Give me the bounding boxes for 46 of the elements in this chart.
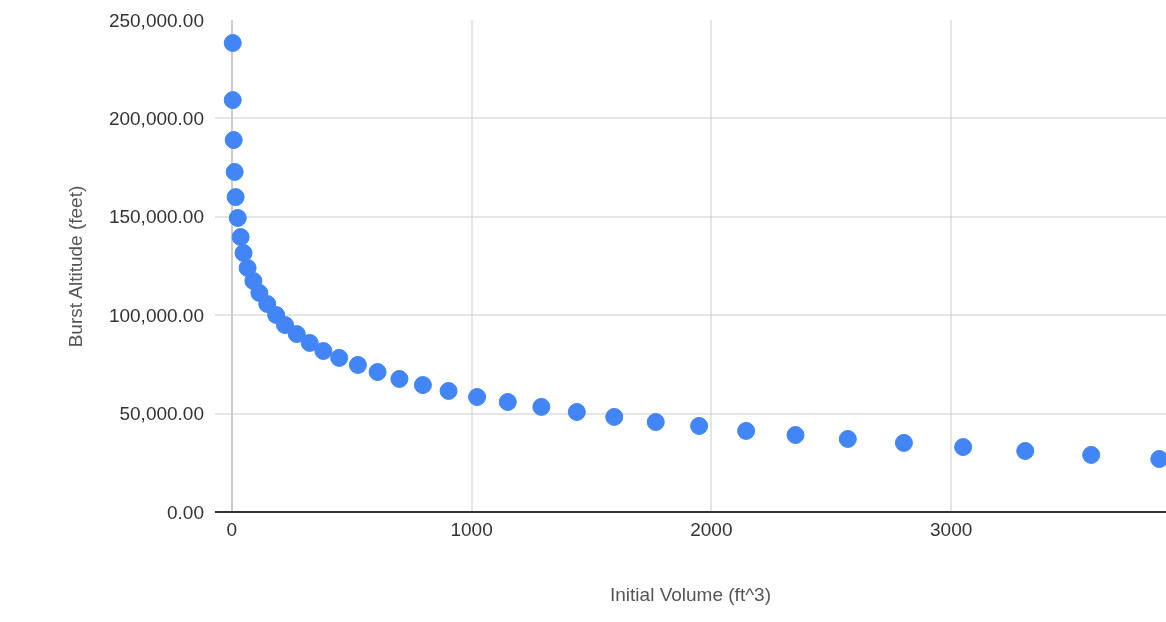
y-tick-label: 0.00: [167, 501, 204, 523]
point: [276, 316, 295, 335]
point: [223, 34, 242, 53]
point: [605, 407, 624, 426]
y-tick-label: 100,000.00: [108, 304, 204, 326]
point: [646, 413, 665, 432]
point: [1082, 445, 1101, 464]
point: [224, 131, 243, 150]
point: [413, 376, 432, 395]
x-tick-label: 2000: [690, 519, 733, 540]
point: [287, 325, 306, 344]
point: [786, 426, 805, 445]
point: [314, 342, 333, 360]
point: [737, 421, 756, 440]
point: [498, 393, 517, 411]
point: [228, 209, 247, 227]
point: [838, 430, 857, 448]
point: [234, 244, 253, 262]
point: [225, 162, 244, 181]
point: [231, 228, 250, 247]
point: [348, 356, 367, 374]
y-tick-label: 150,000.00: [108, 206, 204, 228]
y-tick-label: 50,000.00: [119, 403, 205, 425]
y-tick-label: 250,000.00: [108, 9, 204, 31]
x-axis-title: Initial Volume (ft^3): [610, 584, 771, 605]
point: [223, 91, 242, 110]
y-tick-label: 200,000.00: [108, 107, 204, 129]
y-axis-title: Burst Altitude (feet): [64, 185, 86, 348]
x-tick-label: 1000: [450, 519, 493, 540]
point: [567, 403, 586, 422]
point: [690, 417, 709, 435]
point: [300, 333, 319, 352]
point: [532, 397, 551, 416]
x-tick-label: 3000: [930, 519, 973, 540]
point: [468, 388, 487, 407]
point: [238, 258, 257, 277]
point: [226, 188, 245, 207]
point: [330, 348, 349, 367]
point: [894, 433, 913, 452]
point: [258, 295, 277, 313]
point: [439, 381, 458, 400]
point: [390, 369, 409, 388]
x-tick-label: 0: [226, 519, 238, 540]
point: [368, 363, 387, 382]
point: [954, 438, 973, 457]
point: [1016, 442, 1035, 460]
